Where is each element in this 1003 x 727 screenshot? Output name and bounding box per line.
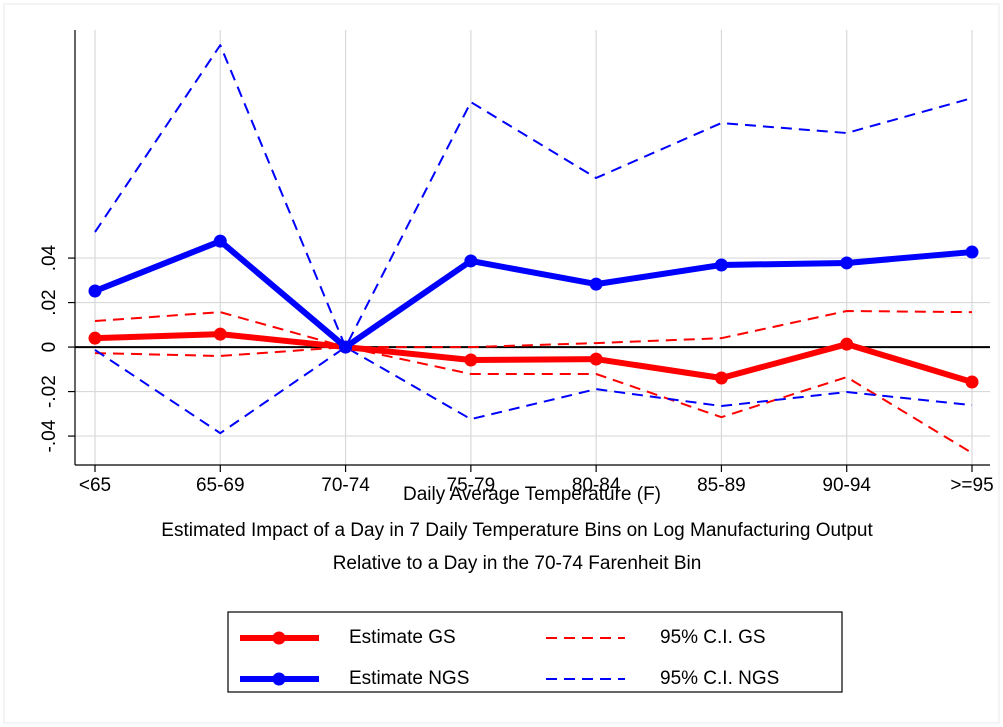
x-axis-title: Daily Average Temperature (F)	[403, 484, 661, 505]
marker	[464, 254, 478, 268]
legend-label: Estimate GS	[349, 627, 456, 648]
marker	[965, 245, 979, 259]
marker	[464, 353, 478, 367]
ci-line	[94, 346, 973, 435]
y-tick-label: 0	[39, 342, 60, 353]
x-tick-label: 75-79	[447, 475, 496, 496]
x-tick-label: 85-89	[697, 475, 746, 496]
marker	[965, 375, 979, 389]
marker	[213, 327, 227, 341]
ci-line	[94, 44, 973, 349]
legend-marker	[272, 672, 286, 686]
frame	[3, 3, 1000, 724]
marker	[213, 234, 227, 248]
x-tick-label: 70-74	[321, 475, 370, 496]
legend-marker	[272, 631, 286, 645]
marker	[589, 352, 603, 366]
y-tick-label: .04	[39, 244, 60, 271]
ci-line	[94, 310, 973, 349]
marker	[840, 256, 854, 270]
y-tick-label: .02	[39, 289, 60, 315]
x-tick-label: 80-84	[572, 475, 621, 496]
estimate-line	[93, 238, 973, 351]
legend-label: Estimate NGS	[349, 668, 469, 689]
marker	[714, 258, 728, 272]
caption: Relative to a Day in the 70-74 Farenheit…	[333, 553, 702, 574]
x-tick-label: 65-69	[196, 475, 245, 496]
x-tick-label: 90-94	[822, 475, 871, 496]
marker	[589, 277, 603, 291]
y-tick-label: -.04	[39, 419, 60, 452]
ci-line	[94, 346, 973, 454]
marker	[714, 371, 728, 385]
marker	[88, 284, 102, 298]
marker	[840, 337, 854, 351]
legend-label: 95% C.I. NGS	[660, 668, 779, 689]
legend-box	[227, 611, 843, 693]
marker	[339, 340, 353, 354]
caption: Estimated Impact of a Day in 7 Daily Tem…	[161, 520, 873, 541]
x-tick-label: <65	[79, 475, 111, 496]
x-tick-label: >=95	[950, 475, 993, 496]
marker	[88, 331, 102, 345]
estimate-line	[94, 331, 973, 385]
y-tick-label: -.02	[39, 375, 60, 408]
legend-label: 95% C.I. GS	[660, 627, 766, 648]
